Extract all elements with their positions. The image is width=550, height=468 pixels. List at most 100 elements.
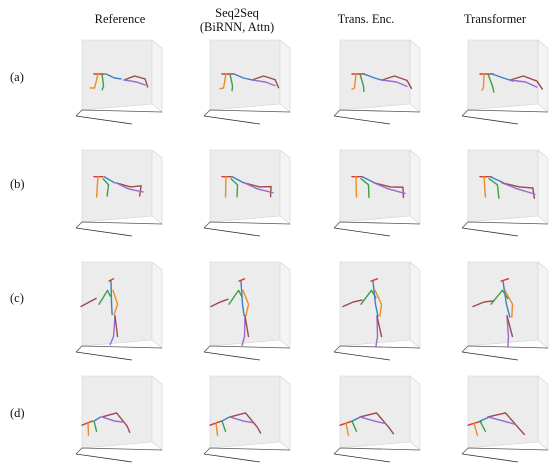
limb-spine xyxy=(361,175,376,184)
limb-left-leg xyxy=(374,289,383,317)
back-wall xyxy=(467,149,539,223)
back-wall xyxy=(339,375,411,449)
limb-left-leg xyxy=(473,422,479,437)
limb-right-arm xyxy=(243,182,274,194)
limb-spine xyxy=(221,416,231,422)
limb-right-leg xyxy=(101,73,105,91)
limb-pelvis xyxy=(108,278,115,282)
axis-line xyxy=(461,351,519,361)
limb-pelvis xyxy=(238,278,246,282)
limb-right-arm xyxy=(241,315,246,347)
axis-line xyxy=(203,227,261,237)
limb-left-leg xyxy=(351,73,357,91)
floor-edge xyxy=(333,345,421,353)
limb-right-arm xyxy=(115,182,144,193)
limb-pelvis xyxy=(370,278,379,282)
row-label-c: (c) xyxy=(10,291,24,305)
row-label-a: (a) xyxy=(10,70,24,84)
pose-plot xyxy=(333,375,421,463)
limb-left-leg xyxy=(345,422,350,437)
pose-plot xyxy=(75,39,163,125)
axis-line xyxy=(461,453,519,463)
limb-left-arm xyxy=(506,315,514,338)
limb-spine xyxy=(372,280,379,317)
back-wall xyxy=(81,375,153,449)
column-header-trans-enc: Trans. Enc. xyxy=(306,12,426,26)
limb-right-leg xyxy=(488,178,500,199)
limb-pelvis xyxy=(500,278,510,282)
axis-line xyxy=(333,115,391,125)
floor-edge xyxy=(75,221,163,229)
limb-right-leg xyxy=(228,289,243,305)
side-wall xyxy=(279,261,291,349)
side-wall xyxy=(151,261,163,349)
limb-right-leg xyxy=(360,178,370,199)
column-header-line1: Trans. Enc. xyxy=(337,12,395,26)
pose-plot xyxy=(461,39,549,125)
side-wall xyxy=(409,261,421,349)
pose-plot xyxy=(203,261,291,361)
limb-right-arm xyxy=(487,416,516,425)
pose-panel xyxy=(200,372,292,464)
floor-edge xyxy=(203,221,291,229)
back-wall xyxy=(81,39,153,111)
side-wall xyxy=(537,261,549,349)
limb-spine xyxy=(363,73,384,82)
floor-edge xyxy=(461,109,549,117)
limb-right-arm xyxy=(375,315,379,347)
limb-spine xyxy=(105,73,122,80)
floor-edge xyxy=(75,447,163,455)
axis-line xyxy=(75,351,133,361)
limb-spine xyxy=(231,175,245,184)
limb-left-arm xyxy=(101,412,131,433)
floor-edge xyxy=(461,345,549,353)
column-header-line1: Transformer xyxy=(463,12,527,26)
limb-spine xyxy=(233,73,252,81)
limb-spine xyxy=(240,280,245,317)
row-label-d: (d) xyxy=(10,406,25,420)
limb-right-leg xyxy=(93,420,98,432)
floor-edge xyxy=(461,447,549,455)
limb-left-arm xyxy=(342,299,363,308)
floor-edge xyxy=(203,447,291,455)
pose-panel xyxy=(458,146,550,238)
limb-left-arm xyxy=(229,412,262,434)
limb-right-arm xyxy=(251,79,276,87)
pose-plot xyxy=(203,375,291,463)
pose-panel xyxy=(458,36,550,126)
pose-plot xyxy=(75,149,163,237)
back-wall xyxy=(209,39,281,111)
limb-right-arm xyxy=(501,182,536,195)
floor-edge xyxy=(75,345,163,353)
pose-plot xyxy=(75,261,163,361)
side-wall xyxy=(537,39,549,113)
back-wall xyxy=(339,39,411,111)
side-wall xyxy=(279,149,291,225)
limb-left-arm xyxy=(114,315,119,338)
side-wall xyxy=(409,149,421,225)
pose-plot xyxy=(333,261,421,361)
pose-plot xyxy=(461,375,549,463)
floor-edge xyxy=(203,345,291,353)
pose-panel xyxy=(200,258,292,362)
axis-line xyxy=(203,351,261,361)
limb-left-leg xyxy=(87,422,90,437)
pose-panel xyxy=(330,372,422,464)
pose-panel xyxy=(330,146,422,238)
limb-right-leg xyxy=(230,178,239,198)
axis-line xyxy=(333,453,391,463)
limb-left-arm xyxy=(359,412,395,435)
column-header-line2: (BiRNN, Attn) xyxy=(199,20,275,34)
limb-right-arm xyxy=(229,416,254,424)
pose-panel xyxy=(72,36,164,126)
pose-panel xyxy=(72,372,164,464)
limb-right-leg xyxy=(102,178,110,197)
limb-right-leg xyxy=(490,289,509,305)
pose-panel xyxy=(200,146,292,238)
floor-edge xyxy=(461,221,549,229)
pose-plot xyxy=(333,149,421,237)
limb-right-leg xyxy=(487,73,495,93)
limb-right-arm xyxy=(101,416,124,423)
side-wall xyxy=(537,149,549,225)
limb-right-leg xyxy=(351,420,358,432)
